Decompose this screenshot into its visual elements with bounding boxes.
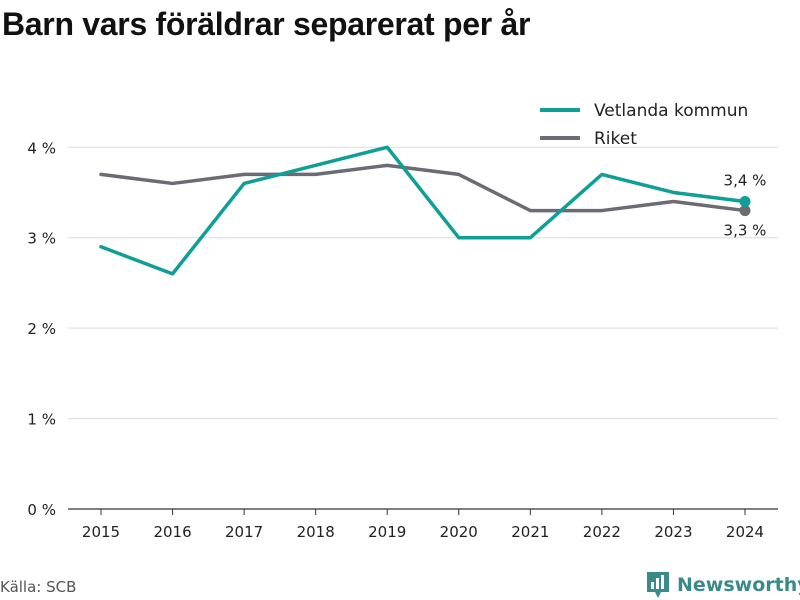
series-end-point [739,196,751,208]
series-end-point [739,205,751,217]
x-tick-label: 2017 [225,523,263,541]
x-tick-label: 2022 [583,523,621,541]
y-tick-label: 3 % [27,230,56,248]
x-tick-label: 2020 [440,523,478,541]
chart-title: Barn vars föräldrar separerat per år [2,6,531,42]
y-tick-label: 4 % [27,139,56,157]
axes: 0 % 1 % 2 % 3 % 4 % 2015 2016 2017 2018 2019 2020 2… [27,139,778,541]
y-tick-label: 1 % [27,411,56,429]
source-note: Källa: SCB [0,578,77,596]
legend: Vetlanda kommun Riket [540,101,748,149]
end-value-label: 3,4 % [724,172,767,190]
series-line [99,163,747,213]
series-line [99,145,747,276]
y-tick-label: 0 % [27,501,56,519]
newsworthy-logo-icon [647,572,669,598]
brand: Newsworthy [645,570,800,600]
brand-name: Newsworthy [677,574,800,596]
legend-label: Riket [594,129,637,149]
x-tick-label: 2023 [654,523,692,541]
x-tick-label: 2021 [511,523,549,541]
x-tick-label: 2016 [153,523,191,541]
series: 3,4 % 3,3 % [99,145,767,276]
gridlines [68,146,778,420]
x-tick-label: 2024 [726,523,764,541]
x-tick-label: 2015 [82,523,120,541]
x-tick-label: 2018 [297,523,335,541]
x-tick-label: 2019 [368,523,406,541]
legend-label: Vetlanda kommun [594,101,748,121]
y-tick-label: 2 % [27,320,56,338]
end-value-label: 3,3 % [724,222,767,240]
